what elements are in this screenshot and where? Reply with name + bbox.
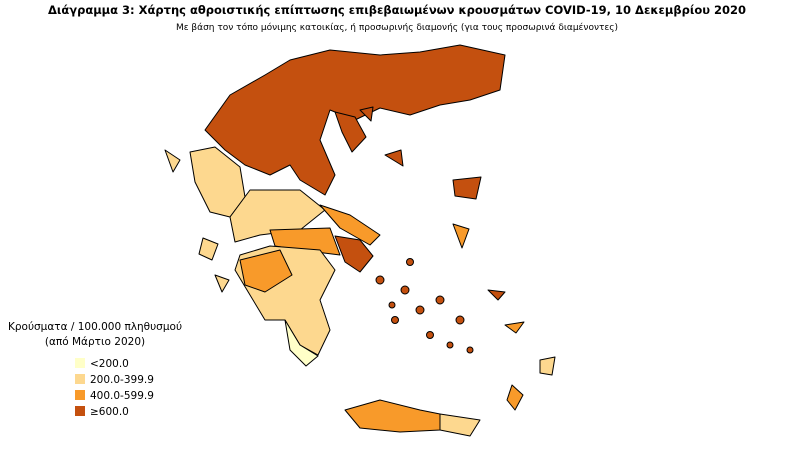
region <box>452 223 470 249</box>
legend-swatch <box>75 406 85 416</box>
legend-title: (από Μάρτιο 2020) <box>45 336 145 348</box>
region <box>239 249 293 293</box>
legend-swatch <box>75 374 85 384</box>
region <box>359 106 374 122</box>
region <box>164 149 181 173</box>
region <box>487 289 506 301</box>
legend-swatch <box>75 390 85 400</box>
legend-label: <200.0 <box>90 358 129 370</box>
region <box>334 235 374 273</box>
region <box>384 149 404 167</box>
greece-map <box>164 44 556 437</box>
region <box>334 111 367 153</box>
region <box>344 399 441 433</box>
region <box>214 274 230 293</box>
region <box>504 321 525 334</box>
region <box>319 204 381 246</box>
legend-title: Κρούσματα / 100.000 πληθυσμού <box>8 321 182 333</box>
region <box>198 237 219 261</box>
region <box>284 319 319 367</box>
region <box>452 176 482 200</box>
cyclades <box>375 258 474 354</box>
region <box>439 413 481 437</box>
legend-label: 200.0-399.9 <box>90 374 154 386</box>
legend-swatch <box>75 358 85 368</box>
region <box>506 384 524 411</box>
legend-label: ≥600.0 <box>90 406 129 418</box>
legend-label: 400.0-599.9 <box>90 390 154 402</box>
region <box>539 356 556 376</box>
subtitle: Με βάση τον τόπο μόνιμης κατοικίας, ή πρ… <box>176 22 618 33</box>
legend: <200.0 200.0-399.9 400.0-599.9 ≥600.0 <box>75 358 154 418</box>
title: Διάγραμμα 3: Χάρτης αθροιστικής επίπτωση… <box>48 3 746 17</box>
